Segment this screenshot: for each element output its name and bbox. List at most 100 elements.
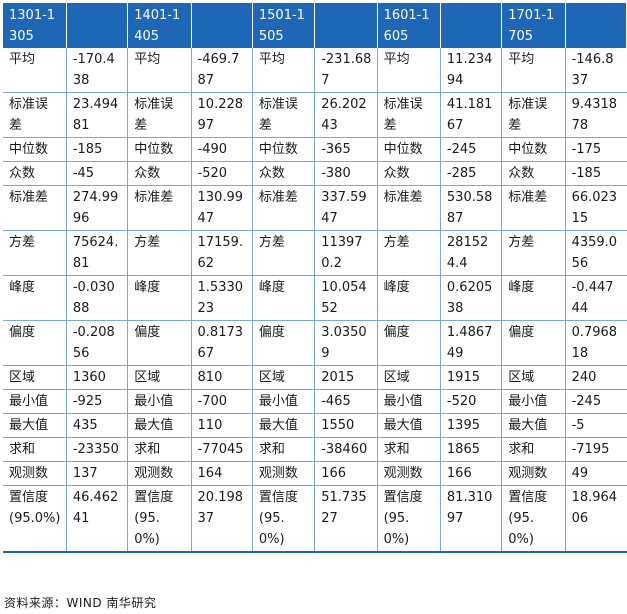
period-header-2-blank xyxy=(190,3,253,48)
stat-value: 810 xyxy=(191,365,253,390)
stat-label: 最大值 xyxy=(377,413,441,438)
stat-label: 标准差 xyxy=(252,185,316,231)
stat-label: 峰度 xyxy=(377,275,441,321)
stat-value: -185 xyxy=(66,137,129,162)
stat-label: 标准差 xyxy=(377,185,441,231)
stat-value: 240 xyxy=(565,365,627,390)
stat-value: -469.787 xyxy=(191,48,253,93)
stat-label: 峰度 xyxy=(252,275,316,321)
stat-label: 中位数 xyxy=(127,137,192,162)
table-row: 观测数 137 观测数 164 观测数 166 观测数 166 观测数 49 xyxy=(3,461,627,486)
stat-value: 166 xyxy=(314,461,378,486)
stat-label: 众数 xyxy=(252,161,316,186)
table-row: 标准差 274.9996 标准差 130.9947 标准差 337.5947 标准差 530.… xyxy=(3,185,627,231)
stat-label: 平均 xyxy=(127,48,192,93)
stat-value: 0.620538 xyxy=(440,275,503,321)
stat-value: 1.533023 xyxy=(191,275,253,321)
stat-value: -490 xyxy=(191,137,253,162)
stat-label: 观测数 xyxy=(127,461,192,486)
stat-value: -45 xyxy=(66,161,129,186)
stat-value: 11.23494 xyxy=(440,48,503,93)
table-row: 最小值 -925 最小值 -700 最小值 -465 最小值 -520 最小值 -245 xyxy=(3,389,627,414)
stat-label: 峰度 xyxy=(3,275,67,321)
stat-label: 置信度(95.0%) xyxy=(127,485,192,553)
stat-value: -23350 xyxy=(66,437,129,462)
table-row: 平均 -170.438 平均 -469.787 平均 -231.687 平均 11.23494… xyxy=(3,48,627,93)
source-note: 资料来源：WIND 南华研究 xyxy=(4,596,157,610)
header-row: 1301-1 305 1401-1 405 1501-1 505 1601-1 605 … xyxy=(3,3,627,48)
period-header-3: 1501-1 505 xyxy=(251,3,316,48)
stat-label: 置信度(95.0%) xyxy=(3,485,67,553)
stat-label: 置信度(95.0%) xyxy=(501,485,566,553)
table-row: 标准误差 23.49481 标准误差 10.22897 标准误差 26.20243 标准误差… xyxy=(3,92,627,138)
stat-label: 观测数 xyxy=(377,461,441,486)
table-row: 中位数 -185 中位数 -490 中位数 -365 中位数 -245 中位数 -175 xyxy=(3,137,627,162)
stat-label: 偏度 xyxy=(377,320,441,366)
stat-value: -700 xyxy=(191,389,253,414)
stat-value: -38460 xyxy=(314,437,378,462)
stat-label: 标准差 xyxy=(127,185,192,231)
stat-label: 最小值 xyxy=(3,389,67,414)
stat-label: 中位数 xyxy=(501,137,566,162)
stat-value: 3.03509 xyxy=(314,320,378,366)
stat-value: -520 xyxy=(440,389,503,414)
stat-value: 137 xyxy=(66,461,129,486)
stat-label: 中位数 xyxy=(3,137,67,162)
stat-label: 标准差 xyxy=(501,185,566,231)
stat-value: -77045 xyxy=(191,437,253,462)
stat-value: -175 xyxy=(565,137,627,162)
statistics-table: 1301-1 305 1401-1 405 1501-1 505 1601-1 605 … xyxy=(3,3,627,553)
stat-value: -245 xyxy=(440,137,503,162)
stat-label: 区域 xyxy=(127,365,192,390)
stat-label: 最大值 xyxy=(252,413,316,438)
stat-label: 中位数 xyxy=(377,137,441,162)
stat-value: -5 xyxy=(565,413,627,438)
stat-value: 41.18167 xyxy=(440,92,503,138)
stat-value: 1360 xyxy=(66,365,129,390)
stat-label: 最小值 xyxy=(377,389,441,414)
stat-label: 平均 xyxy=(3,48,67,93)
stat-label: 偏度 xyxy=(501,320,566,366)
stat-value: -245 xyxy=(565,389,627,414)
stat-label: 方差 xyxy=(3,230,67,276)
stat-value: -170.438 xyxy=(66,48,129,93)
stat-value: -925 xyxy=(66,389,129,414)
stat-label: 最大值 xyxy=(127,413,192,438)
table-row: 偏度 -0.20856 偏度 0.817367 偏度 3.03509 偏度 1.486749 偏… xyxy=(3,320,627,366)
stat-label: 求和 xyxy=(377,437,441,462)
stat-label: 众数 xyxy=(3,161,67,186)
stat-label: 置信度(95.0%) xyxy=(377,485,441,553)
stat-value: 81.31097 xyxy=(440,485,503,553)
stat-label: 标准误差 xyxy=(377,92,441,138)
stat-value: -185 xyxy=(565,161,627,186)
stat-value: 75624.81 xyxy=(66,230,129,276)
stat-label: 区域 xyxy=(377,365,441,390)
stat-value: -520 xyxy=(191,161,253,186)
stat-value: -0.03088 xyxy=(66,275,129,321)
stat-label: 标准误差 xyxy=(252,92,316,138)
stat-value: 23.49481 xyxy=(66,92,129,138)
stat-value: 10.22897 xyxy=(191,92,253,138)
stat-label: 峰度 xyxy=(127,275,192,321)
stat-value: 51.73527 xyxy=(314,485,378,553)
stat-label: 标准误差 xyxy=(127,92,192,138)
stat-value: 17159.62 xyxy=(191,230,253,276)
stat-label: 区域 xyxy=(501,365,566,390)
stat-value: -231.687 xyxy=(314,48,378,93)
stat-label: 最大值 xyxy=(501,413,566,438)
stat-value: -380 xyxy=(314,161,378,186)
stat-label: 求和 xyxy=(3,437,67,462)
stat-label: 求和 xyxy=(127,437,192,462)
table-row: 众数 -45 众数 -520 众数 -380 众数 -285 众数 -185 xyxy=(3,161,627,186)
stat-label: 中位数 xyxy=(252,137,316,162)
stat-label: 求和 xyxy=(252,437,316,462)
stat-label: 观测数 xyxy=(501,461,566,486)
stat-value: -0.20856 xyxy=(66,320,129,366)
stat-value: 0.796818 xyxy=(565,320,627,366)
stat-value: 18.96406 xyxy=(565,485,627,553)
stat-value: 274.9996 xyxy=(66,185,129,231)
stat-value: 110 xyxy=(191,413,253,438)
stat-label: 观测数 xyxy=(3,461,67,486)
stat-label: 标准差 xyxy=(3,185,67,231)
stat-label: 区域 xyxy=(252,365,316,390)
